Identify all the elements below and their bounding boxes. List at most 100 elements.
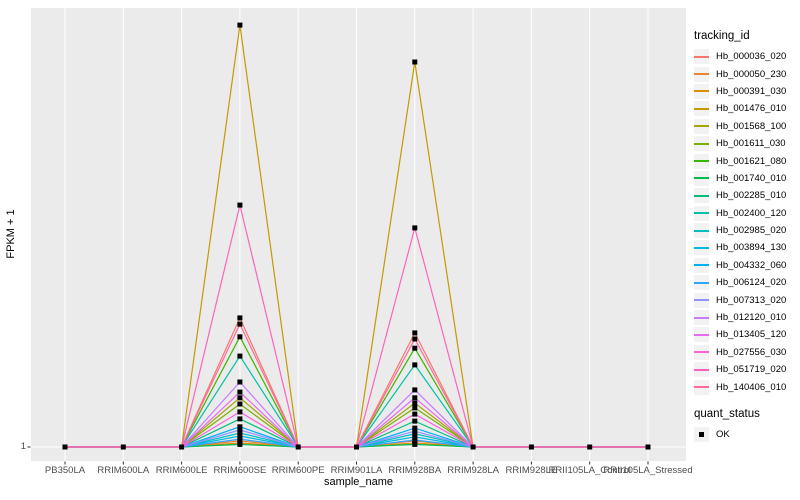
legend-item: Hb_051719_020: [694, 361, 798, 378]
data-point: [237, 433, 243, 439]
x-tick-label: RRIM600LA: [97, 465, 150, 476]
x-tick-label: RRII105LA_Stressed: [603, 465, 693, 476]
legend-item: Hb_003894_130: [694, 239, 798, 256]
data-point: [645, 444, 651, 450]
y-tick-label: 1: [20, 441, 26, 452]
data-point: [237, 353, 243, 359]
data-point: [412, 441, 418, 447]
legend-key-line-swatch: [694, 83, 709, 99]
legend-key-line-swatch: [694, 66, 709, 82]
legend-item-label: Hb_001568_100: [716, 120, 787, 132]
legend-item: Hb_001621_080: [694, 152, 798, 169]
legend-item: Hb_004332_060: [694, 257, 798, 274]
legend-line: [694, 333, 709, 336]
data-point: [237, 334, 243, 340]
data-point: [587, 444, 593, 450]
data-point: [412, 336, 418, 342]
x-tick-label: RRIM600SE: [213, 465, 267, 476]
legend-key-line-swatch: [694, 257, 709, 273]
data-point: [412, 395, 418, 401]
legend-item: Hb_140406_010: [694, 378, 798, 395]
legend-item-label: Hb_004332_060: [716, 259, 787, 271]
x-tick-label: RRIM928LA: [447, 465, 499, 476]
legend-line: [694, 281, 709, 284]
legend-line: [694, 125, 709, 128]
panel-background: [31, 8, 686, 461]
legend-line: [694, 177, 709, 180]
legend-item: Hb_012120_010: [694, 309, 798, 326]
legend-item-label: Hb_007313_020: [716, 294, 787, 306]
legend-key-line-swatch: [694, 240, 709, 256]
data-point: [470, 444, 476, 450]
data-point: [237, 401, 243, 407]
x-axis-title: sample_name: [323, 476, 394, 488]
legend-line: [694, 212, 709, 215]
legend-item-label: Hb_000036_020: [716, 51, 787, 63]
legend-item-label: Hb_001621_080: [716, 155, 787, 167]
data-point: [412, 425, 418, 431]
data-point: [237, 436, 243, 442]
legend-key-line-swatch: [694, 292, 709, 308]
legend-item-label: Hb_013405_120: [716, 329, 787, 341]
legend-line: [694, 90, 709, 93]
legend-line: [694, 73, 709, 76]
legend-key-line-swatch: [694, 101, 709, 117]
legend-key-line-swatch: [694, 153, 709, 169]
legend-key-line-swatch: [694, 205, 709, 221]
legend-line: [694, 142, 709, 145]
data-point: [237, 424, 243, 430]
legend-line: [694, 107, 709, 110]
legend-line: [694, 299, 709, 302]
filled-square-icon: [699, 432, 704, 437]
legend-item-label: Hb_006124_020: [716, 277, 787, 289]
data-point: [412, 405, 418, 411]
legend-line: [694, 246, 709, 249]
data-point: [412, 330, 418, 336]
data-point: [120, 444, 126, 450]
legend-item-label: Hb_012120_010: [716, 312, 787, 324]
data-point: [62, 444, 68, 450]
x-tick-label: RRIM928LE: [505, 465, 558, 476]
legend-item-label: Hb_051719_020: [716, 364, 787, 376]
legend-line: [694, 160, 709, 163]
data-point: [412, 225, 418, 231]
legend-key-line-swatch: [694, 310, 709, 326]
data-point: [237, 416, 243, 422]
legend-line: [694, 264, 709, 267]
data-point: [237, 430, 243, 436]
legend-key-line-swatch: [694, 223, 709, 239]
data-point: [354, 444, 359, 450]
data-point: [237, 379, 243, 385]
legend-key-line-swatch: [694, 118, 709, 134]
legend-item: Hb_002285_010: [694, 187, 798, 204]
legend-item: Hb_000036_020: [694, 48, 798, 65]
legend-line: [694, 194, 709, 197]
data-point: [412, 431, 418, 437]
legend-item-label: Hb_001476_010: [716, 103, 787, 115]
data-point: [237, 427, 243, 433]
data-point: [237, 389, 243, 395]
legend-item-label: Hb_003894_130: [716, 242, 787, 254]
legend-item: Hb_006124_020: [694, 274, 798, 291]
data-point: [179, 444, 185, 450]
data-point: [412, 400, 418, 406]
x-tick-label: PB350LA: [44, 465, 86, 476]
data-point: [412, 362, 418, 368]
legend-item: Hb_027556_030: [694, 344, 798, 361]
legend-item-label: Hb_000391_030: [716, 85, 787, 97]
legend-title-quant-status: quant_status: [694, 407, 760, 420]
data-point: [237, 409, 243, 415]
x-tick-label: RRIM901LA: [330, 465, 383, 476]
legend-item: Hb_001611_030: [694, 135, 798, 152]
legend-key-line-swatch: [694, 275, 709, 291]
legend-key-line-swatch: [694, 344, 709, 360]
legend-item: Hb_002400_120: [694, 205, 798, 222]
legend-title-tracking-id: tracking_id: [694, 30, 750, 42]
legend-line: [694, 316, 709, 319]
legend-item: Hb_001740_010: [694, 170, 798, 187]
legend-item-label: Hb_000050_230: [716, 68, 787, 80]
x-tick-label: RRII105LA_Control: [548, 465, 631, 476]
legend-item: Hb_002985_020: [694, 222, 798, 239]
